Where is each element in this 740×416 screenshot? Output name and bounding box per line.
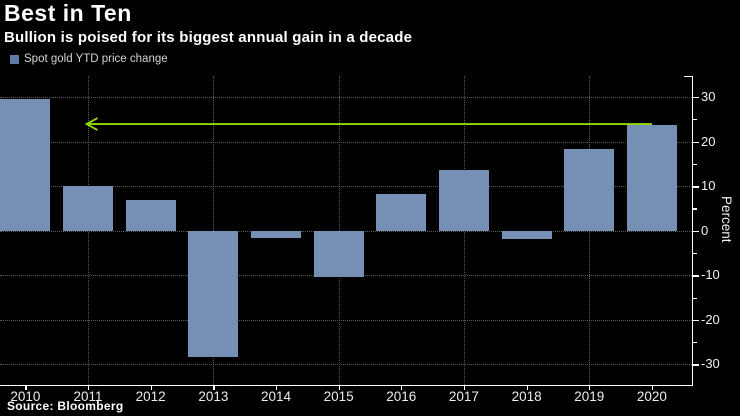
gridline-horizontal-20 — [0, 141, 692, 143]
x-tick-2014 — [276, 386, 278, 390]
legend-label: Spot gold YTD price change — [24, 53, 168, 65]
x-tick-label-2017: 2017 — [448, 389, 479, 404]
bar-2019 — [564, 149, 615, 231]
bar-2010 — [0, 99, 51, 231]
gridline-horizontal--20 — [0, 319, 692, 321]
chart-subtitle: Bullion is poised for its biggest annual… — [4, 29, 413, 46]
y-axis-title: Percent — [719, 196, 734, 243]
y-tick-label-30: 30 — [701, 88, 716, 104]
bar-2018 — [501, 230, 552, 239]
y-minor-tick--5 — [693, 253, 697, 255]
y-tick-label--30: -30 — [701, 356, 720, 372]
x-tick-label-2011: 2011 — [73, 389, 103, 404]
y-major-tick-0 — [693, 230, 699, 233]
x-tick-label-2019: 2019 — [574, 389, 605, 404]
legend-swatch-icon — [10, 54, 19, 64]
x-tick-2011 — [88, 386, 90, 390]
y-tick-label-10: 10 — [701, 178, 716, 194]
y-major-tick--10 — [693, 275, 699, 277]
gridline-vertical-2015 — [338, 76, 340, 385]
x-tick-label-2013: 2013 — [198, 389, 229, 404]
bar-2011 — [63, 185, 114, 231]
x-tick-label-2014: 2014 — [260, 389, 292, 404]
x-tick-2010 — [25, 386, 27, 390]
y-major-tick--20 — [693, 319, 699, 322]
bar-2020 — [626, 125, 677, 231]
x-tick-label-2015: 2015 — [323, 389, 354, 404]
y-minor-tick-5 — [693, 208, 697, 210]
y-major-tick-30 — [693, 96, 699, 99]
y-minor-tick-25 — [693, 119, 697, 121]
x-tick-2019 — [589, 386, 591, 390]
y-major-tick-10 — [693, 186, 699, 188]
y-axis-top-cap — [684, 76, 692, 78]
legend: Spot gold YTD price change — [10, 53, 168, 65]
x-tick-label-2020: 2020 — [636, 389, 667, 404]
bar-2017 — [438, 170, 489, 231]
x-tick-2015 — [338, 386, 340, 390]
x-tick-2013 — [213, 386, 215, 390]
x-axis-line — [0, 385, 693, 387]
x-tick-2017 — [463, 386, 466, 390]
y-major-tick--30 — [693, 364, 699, 366]
bar-2016 — [376, 194, 427, 231]
y-minor-tick--15 — [693, 297, 697, 299]
y-tick-label--20: -20 — [701, 311, 720, 327]
y-minor-tick--25 — [693, 342, 697, 344]
y-major-tick-20 — [693, 141, 699, 143]
gridline-vertical-2013 — [213, 76, 215, 385]
x-tick-label-2016: 2016 — [386, 389, 417, 404]
bar-2015 — [313, 230, 364, 278]
source-caption: Source: Bloomberg — [7, 399, 124, 413]
bar-2013 — [188, 230, 239, 357]
gridline-horizontal-10 — [0, 186, 692, 188]
bar-2012 — [125, 199, 176, 231]
x-tick-2016 — [401, 386, 403, 390]
y-minor-tick-15 — [693, 163, 697, 166]
x-tick-2012 — [150, 386, 152, 390]
gridline-horizontal-30 — [0, 96, 692, 98]
x-tick-2020 — [651, 386, 654, 390]
y-tick-label-0: 0 — [701, 222, 709, 238]
x-tick-label-2012: 2012 — [135, 389, 166, 404]
x-tick-2018 — [526, 386, 528, 390]
x-tick-label-2010: 2010 — [10, 389, 41, 404]
gridline-horizontal--30 — [0, 364, 692, 366]
bar-2014 — [251, 230, 301, 238]
chart-title: Best in Ten — [4, 0, 132, 26]
y-tick-label--10: -10 — [701, 267, 720, 283]
y-tick-label-20: 20 — [701, 133, 716, 149]
y-axis-spine — [692, 76, 694, 385]
x-tick-label-2018: 2018 — [511, 389, 542, 404]
